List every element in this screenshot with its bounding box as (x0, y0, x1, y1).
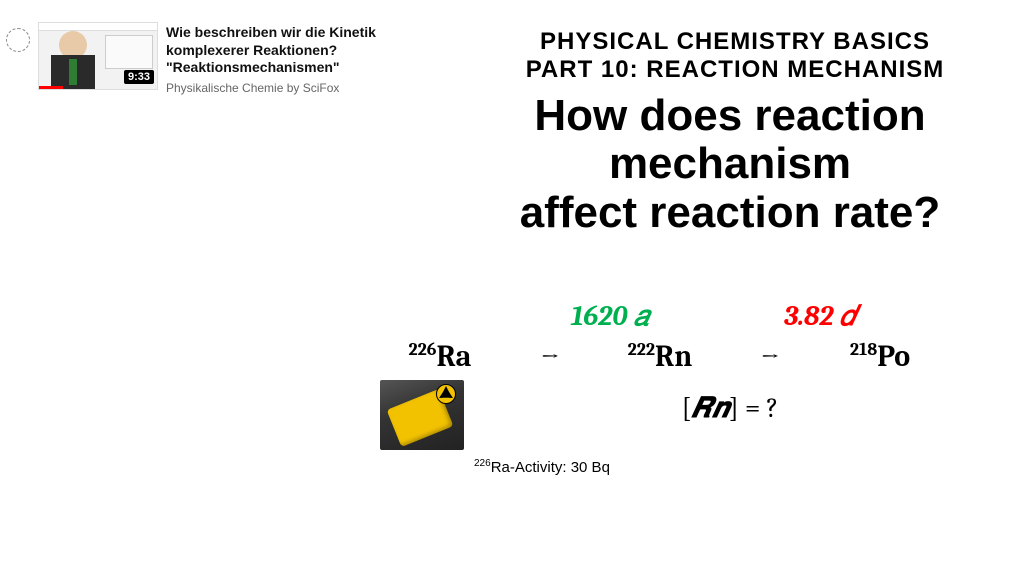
video-duration-badge: 9:33 (124, 70, 154, 84)
question-line-1: How does reaction (450, 92, 1010, 140)
isotope-row: 226Ra → 222Rn → 218Po (380, 339, 1000, 374)
isotope-po: 218Po (820, 339, 940, 374)
mass-226: 226 (409, 339, 437, 360)
isotope-rn: 222Rn (600, 339, 720, 374)
header-line-1: Physical Chemistry Basics (470, 28, 1000, 56)
arrow-1: → (500, 343, 600, 371)
mass-218: 218 (850, 339, 877, 360)
bracket-close: ] (729, 392, 739, 424)
halflife-2: 3.82 𝑑 (720, 300, 920, 333)
thumb-presenter-tie (69, 59, 77, 85)
video-channel[interactable]: Physikalische Chemie by SciFox (166, 81, 458, 95)
conc-equals: = ? (739, 392, 779, 424)
slide-question: How does reaction mechanism affect react… (450, 92, 1010, 237)
reaction-scheme: 1620 𝑎 3.82 𝑑 226Ra → 222Rn → 218Po [𝑹𝒏]… (380, 300, 1000, 425)
activity-symbol: Ra (491, 459, 510, 476)
video-card[interactable]: 9:33 Wie beschreiben wir die Kinetik kom… (38, 22, 458, 95)
video-thumbnail[interactable]: 9:33 (38, 22, 158, 90)
activity-mass: 226 (474, 458, 491, 469)
conc-symbol: 𝑹𝒏 (691, 392, 728, 424)
slide-header: Physical Chemistry Basics Part 10: React… (470, 28, 1000, 83)
thumb-whiteboard (105, 35, 153, 69)
channel-logo (6, 28, 30, 52)
mass-222: 222 (628, 339, 655, 360)
video-title[interactable]: Wie beschreiben wir die Kinetik komplexe… (166, 24, 458, 77)
isotope-ra: 226Ra (380, 339, 500, 374)
concentration-question: [𝑹𝒏] = ? (380, 392, 1000, 425)
header-line-2: Part 10: Reaction Mechanism (470, 56, 1000, 84)
activity-text: -Activity: 30 Bq (510, 459, 610, 476)
question-line-2: mechanism (450, 140, 1010, 188)
radiation-icon (436, 384, 456, 404)
symbol-rn: Rn (655, 339, 692, 374)
thumb-strip (39, 23, 157, 31)
symbol-po: Po (877, 339, 910, 374)
question-line-3: affect reaction rate? (450, 189, 1010, 237)
geiger-counter-image (380, 380, 464, 450)
symbol-ra: Ra (436, 339, 471, 374)
halflife-1: 1620 𝑎 (500, 300, 720, 333)
activity-caption: 226Ra-Activity: 30 Bq (474, 458, 610, 476)
video-progress-bar (39, 86, 63, 89)
halflife-row: 1620 𝑎 3.82 𝑑 (380, 300, 1000, 333)
video-meta: Wie beschreiben wir die Kinetik komplexe… (166, 22, 458, 95)
bracket-open: [ (682, 392, 692, 424)
arrow-2: → (720, 343, 820, 371)
